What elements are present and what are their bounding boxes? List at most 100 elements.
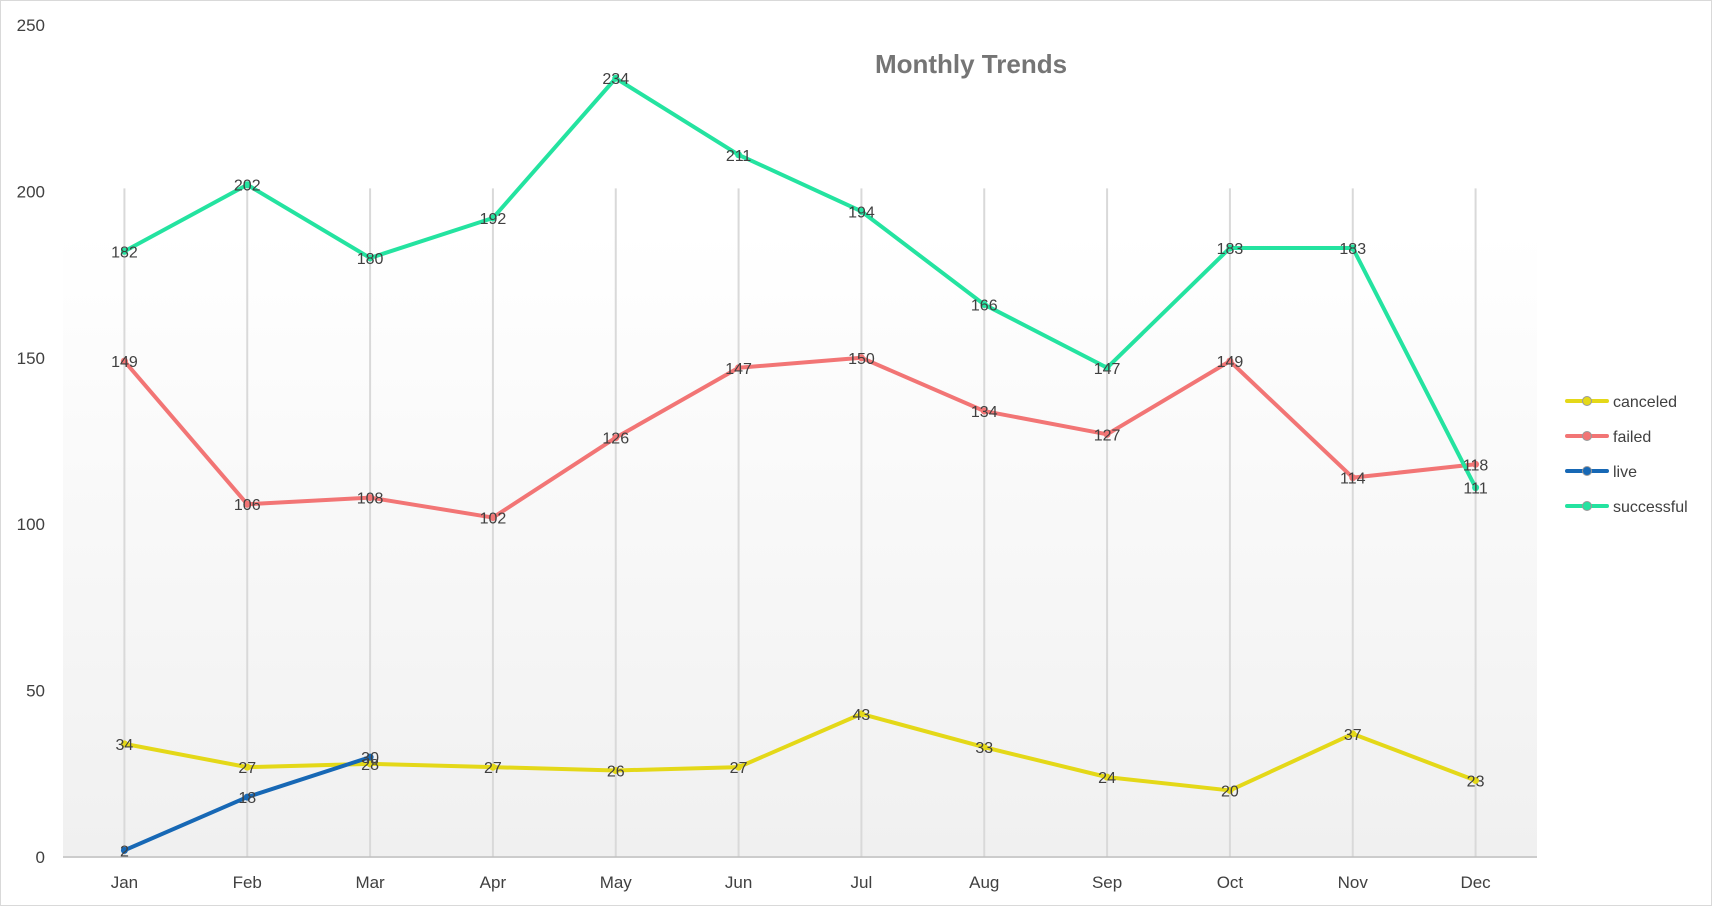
x-tick-label: Oct <box>1217 873 1244 892</box>
data-label-failed: 147 <box>725 361 752 378</box>
data-label-successful: 194 <box>848 204 875 221</box>
data-label-canceled: 27 <box>730 760 748 777</box>
data-point-successful <box>735 151 743 159</box>
data-point-failed <box>980 407 988 415</box>
data-label-live: 30 <box>361 750 379 767</box>
data-label-failed: 149 <box>111 354 138 371</box>
x-tick-label: Jan <box>111 873 138 892</box>
data-point-failed <box>1226 357 1234 365</box>
data-label-failed: 114 <box>1340 471 1366 488</box>
data-point-failed <box>366 494 374 502</box>
data-point-successful <box>980 301 988 309</box>
legend-marker-successful <box>1582 501 1592 511</box>
data-point-failed <box>120 357 128 365</box>
data-point-successful <box>489 214 497 222</box>
data-point-failed <box>857 354 865 362</box>
y-tick-label: 50 <box>26 682 45 701</box>
data-point-live <box>120 846 128 854</box>
data-point-canceled <box>612 766 620 774</box>
data-label-canceled: 20 <box>1221 783 1239 800</box>
data-label-live: 18 <box>238 790 256 807</box>
legend-label-failed: failed <box>1613 429 1651 446</box>
y-tick-label: 0 <box>36 848 45 867</box>
legend-marker-failed <box>1582 431 1592 441</box>
data-label-successful: 183 <box>1217 241 1244 258</box>
data-point-successful <box>612 74 620 82</box>
x-tick-label: Nov <box>1338 873 1369 892</box>
data-label-canceled: 28 <box>361 757 379 774</box>
series-line-failed <box>122 355 1478 520</box>
data-label-successful: 234 <box>602 71 629 88</box>
data-point-canceled <box>120 740 128 748</box>
data-label-failed: 150 <box>848 351 875 368</box>
series-line-successful <box>122 76 1478 490</box>
data-label-canceled: 37 <box>1344 727 1362 744</box>
data-label-successful: 180 <box>357 251 384 268</box>
data-point-canceled <box>1103 773 1111 781</box>
data-point-canceled <box>1349 730 1357 738</box>
x-tick-label: Jun <box>725 873 752 892</box>
x-tick-label: Apr <box>480 873 507 892</box>
legend-label-live: live <box>1613 464 1637 481</box>
legend-marker-live <box>1582 466 1592 476</box>
data-point-successful <box>1472 484 1480 492</box>
data-point-successful <box>366 254 374 262</box>
data-label-failed: 149 <box>1217 354 1244 371</box>
data-label-successful: 147 <box>1094 361 1121 378</box>
data-label-failed: 108 <box>357 491 384 508</box>
data-point-failed <box>489 514 497 522</box>
grid-lines <box>123 188 1477 857</box>
data-point-canceled <box>1226 786 1234 794</box>
data-point-canceled <box>366 760 374 768</box>
chart-title: Monthly Trends <box>875 49 1067 79</box>
x-tick-label: Mar <box>355 873 385 892</box>
data-label-failed: 134 <box>971 404 998 421</box>
legend: canceled failed live successful <box>1565 394 1688 516</box>
y-tick-label: 200 <box>17 182 45 201</box>
data-label-failed: 118 <box>1463 457 1489 474</box>
data-point-canceled <box>1472 776 1480 784</box>
x-tick-label: Jul <box>851 873 873 892</box>
data-point-canceled <box>980 743 988 751</box>
data-label-failed: 106 <box>234 497 261 514</box>
data-point-successful <box>1349 244 1357 252</box>
data-label-successful: 111 <box>1463 481 1487 498</box>
data-label-successful: 202 <box>234 178 261 195</box>
legend-label-successful: successful <box>1613 499 1688 516</box>
data-point-canceled <box>489 763 497 771</box>
data-label-live: 2 <box>120 843 129 860</box>
data-label-successful: 211 <box>726 148 752 165</box>
data-label-canceled: 26 <box>607 763 625 780</box>
data-label-failed: 127 <box>1094 427 1121 444</box>
data-label-canceled: 34 <box>116 737 134 754</box>
series-lines <box>120 74 1480 854</box>
data-point-failed <box>735 364 743 372</box>
x-tick-label: Sep <box>1092 873 1122 892</box>
x-tick-label: Feb <box>233 873 262 892</box>
data-label-successful: 192 <box>480 211 507 228</box>
data-point-successful <box>857 207 865 215</box>
data-point-canceled <box>857 710 865 718</box>
data-label-successful: 166 <box>971 298 998 315</box>
data-labels: 34 27 28 27 26 27 43 33 24 20 37 23 149 106 108 102 126 1… <box>111 71 1488 860</box>
data-label-canceled: 27 <box>484 760 502 777</box>
x-tick-label: Dec <box>1460 873 1491 892</box>
data-point-successful <box>1226 244 1234 252</box>
data-label-canceled: 23 <box>1467 773 1485 790</box>
data-point-failed <box>1103 430 1111 438</box>
data-point-failed <box>612 434 620 442</box>
y-tick-label: 150 <box>17 349 45 368</box>
y-tick-label: 250 <box>17 16 45 35</box>
data-label-failed: 102 <box>480 511 507 528</box>
y-tick-label: 100 <box>17 515 45 534</box>
data-label-successful: 182 <box>111 244 138 261</box>
data-point-successful <box>120 247 128 255</box>
x-tick-label: Aug <box>969 873 999 892</box>
data-point-failed <box>243 500 251 508</box>
data-point-live <box>243 793 251 801</box>
data-point-successful <box>1103 364 1111 372</box>
axes: 0 50 100 150 200 250 Jan Feb Mar Apr May Jun Jul Aug S… <box>17 16 1537 892</box>
data-label-canceled: 27 <box>238 760 256 777</box>
